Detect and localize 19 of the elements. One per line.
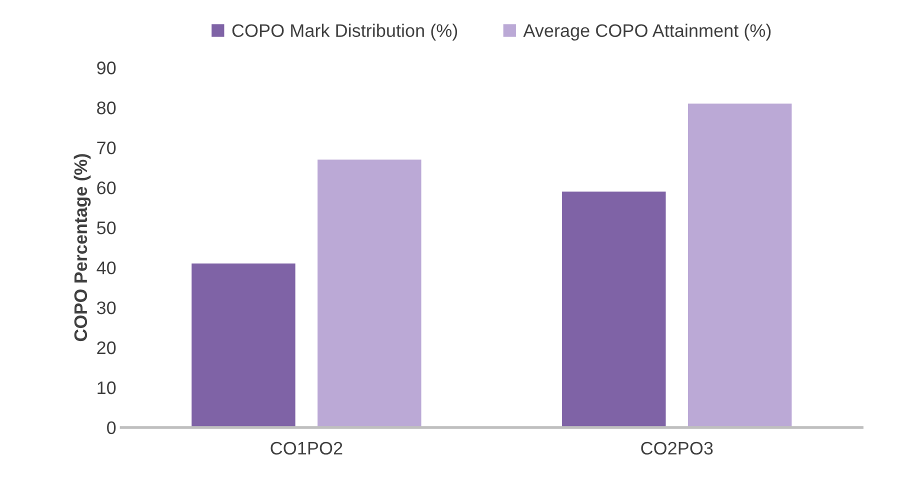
y-tick-label: 30 — [96, 301, 116, 314]
y-tick-label: 10 — [98, 381, 116, 394]
bar — [688, 104, 792, 428]
y-tick-label: 70 — [97, 142, 116, 154]
bar — [562, 192, 666, 428]
y-tick-label: 40 — [96, 261, 116, 274]
y-tick-label: 20 — [97, 341, 116, 354]
legend-label: COPO Mark Distribution (%) — [232, 24, 458, 41]
y-tick-label: 0 — [107, 421, 116, 434]
x-tick-label: CO2PO3 — [641, 442, 713, 455]
bar — [318, 160, 422, 428]
legend-label: Average COPO Attainment (%) — [523, 24, 771, 41]
y-tick-label: 60 — [97, 182, 116, 194]
y-tick-label: 90 — [97, 62, 116, 74]
bar — [192, 264, 296, 428]
x-tick-label: CO1PO2 — [270, 442, 342, 455]
y-tick-label: 80 — [97, 102, 116, 114]
y-tick-label: 50 — [97, 221, 116, 234]
y-axis-title: COPO Percentage (%) — [74, 154, 91, 342]
